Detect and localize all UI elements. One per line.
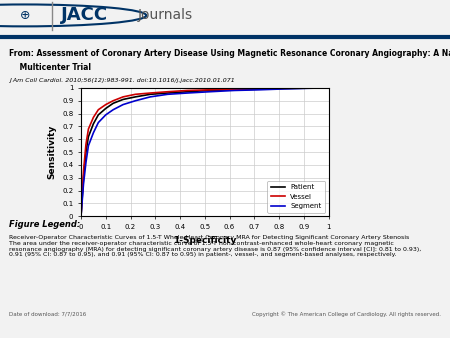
Legend: Patient, Vessel, Segment: Patient, Vessel, Segment — [267, 181, 325, 213]
Segment — [326, 86, 331, 90]
Segment — [207, 90, 212, 94]
Patient — [103, 106, 108, 111]
X-axis label: 1-Specificity: 1-Specificity — [173, 236, 236, 244]
Text: Figure Legend:: Figure Legend: — [9, 220, 80, 229]
Patient — [306, 86, 311, 90]
Vessel — [165, 90, 170, 94]
Line: Vessel: Vessel — [81, 88, 328, 216]
Vessel — [133, 92, 138, 96]
Segment — [232, 89, 237, 93]
Patient — [207, 89, 212, 93]
Segment — [103, 113, 108, 117]
Segment — [90, 131, 96, 135]
Vessel — [95, 108, 101, 112]
Text: Multicenter Trial: Multicenter Trial — [9, 63, 91, 72]
Vessel — [111, 99, 116, 103]
Vessel — [81, 169, 86, 173]
Text: Date of download: 7/7/2016: Date of download: 7/7/2016 — [9, 311, 86, 316]
Patient — [165, 91, 170, 95]
Patient — [148, 92, 153, 96]
Segment — [256, 88, 262, 92]
Text: Copyright © The American College of Cardiology. All rights reserved.: Copyright © The American College of Card… — [252, 311, 441, 317]
Segment — [95, 121, 101, 125]
Vessel — [83, 142, 89, 146]
Vessel — [90, 115, 96, 119]
Vessel — [78, 214, 84, 218]
Y-axis label: Sensitivity: Sensitivity — [48, 125, 57, 179]
Line: Patient: Patient — [81, 88, 328, 216]
Segment — [165, 92, 170, 96]
Text: From: Assessment of Coronary Artery Disease Using Magnetic Resonance Coronary An: From: Assessment of Coronary Artery Dise… — [9, 49, 450, 58]
Patient — [111, 101, 116, 105]
Segment — [148, 95, 153, 99]
Patient — [90, 122, 96, 126]
Vessel — [148, 91, 153, 95]
Segment — [111, 108, 116, 112]
Patient — [83, 150, 89, 154]
Segment — [133, 99, 138, 103]
Patient — [81, 176, 86, 180]
Segment — [81, 182, 86, 186]
Vessel — [103, 102, 108, 106]
Segment — [121, 102, 126, 106]
Segment — [306, 86, 311, 90]
Patient — [121, 97, 126, 101]
Patient — [256, 87, 262, 91]
Segment — [281, 87, 287, 91]
Line: Segment: Segment — [81, 88, 328, 216]
Vessel — [207, 88, 212, 92]
Text: JACC: JACC — [61, 6, 108, 24]
Segment — [86, 144, 91, 148]
Text: ⊕: ⊕ — [19, 9, 30, 22]
Text: Journals: Journals — [137, 8, 193, 22]
Vessel — [185, 89, 190, 93]
Vessel — [86, 127, 91, 131]
Patient — [78, 214, 84, 218]
Vessel — [256, 87, 262, 91]
Segment — [83, 160, 89, 164]
Vessel — [306, 86, 311, 90]
Segment — [185, 91, 190, 95]
Patient — [133, 95, 138, 99]
Vessel — [121, 95, 126, 99]
Patient — [95, 113, 101, 117]
Patient — [281, 87, 287, 91]
Text: Receiver-Operator Characteristic Curves of 1.5-T Whole-Heart Coronary MRA for De: Receiver-Operator Characteristic Curves … — [9, 235, 421, 257]
Vessel — [281, 86, 287, 90]
Patient — [185, 90, 190, 94]
Vessel — [232, 87, 237, 91]
Patient — [232, 88, 237, 92]
Patient — [326, 86, 331, 90]
Segment — [78, 214, 84, 218]
Text: J Am Coll Cardiol. 2010;56(12):983-991. doi:10.1016/j.jacc.2010.01.071: J Am Coll Cardiol. 2010;56(12):983-991. … — [9, 78, 235, 83]
Patient — [86, 135, 91, 139]
Vessel — [326, 86, 331, 90]
